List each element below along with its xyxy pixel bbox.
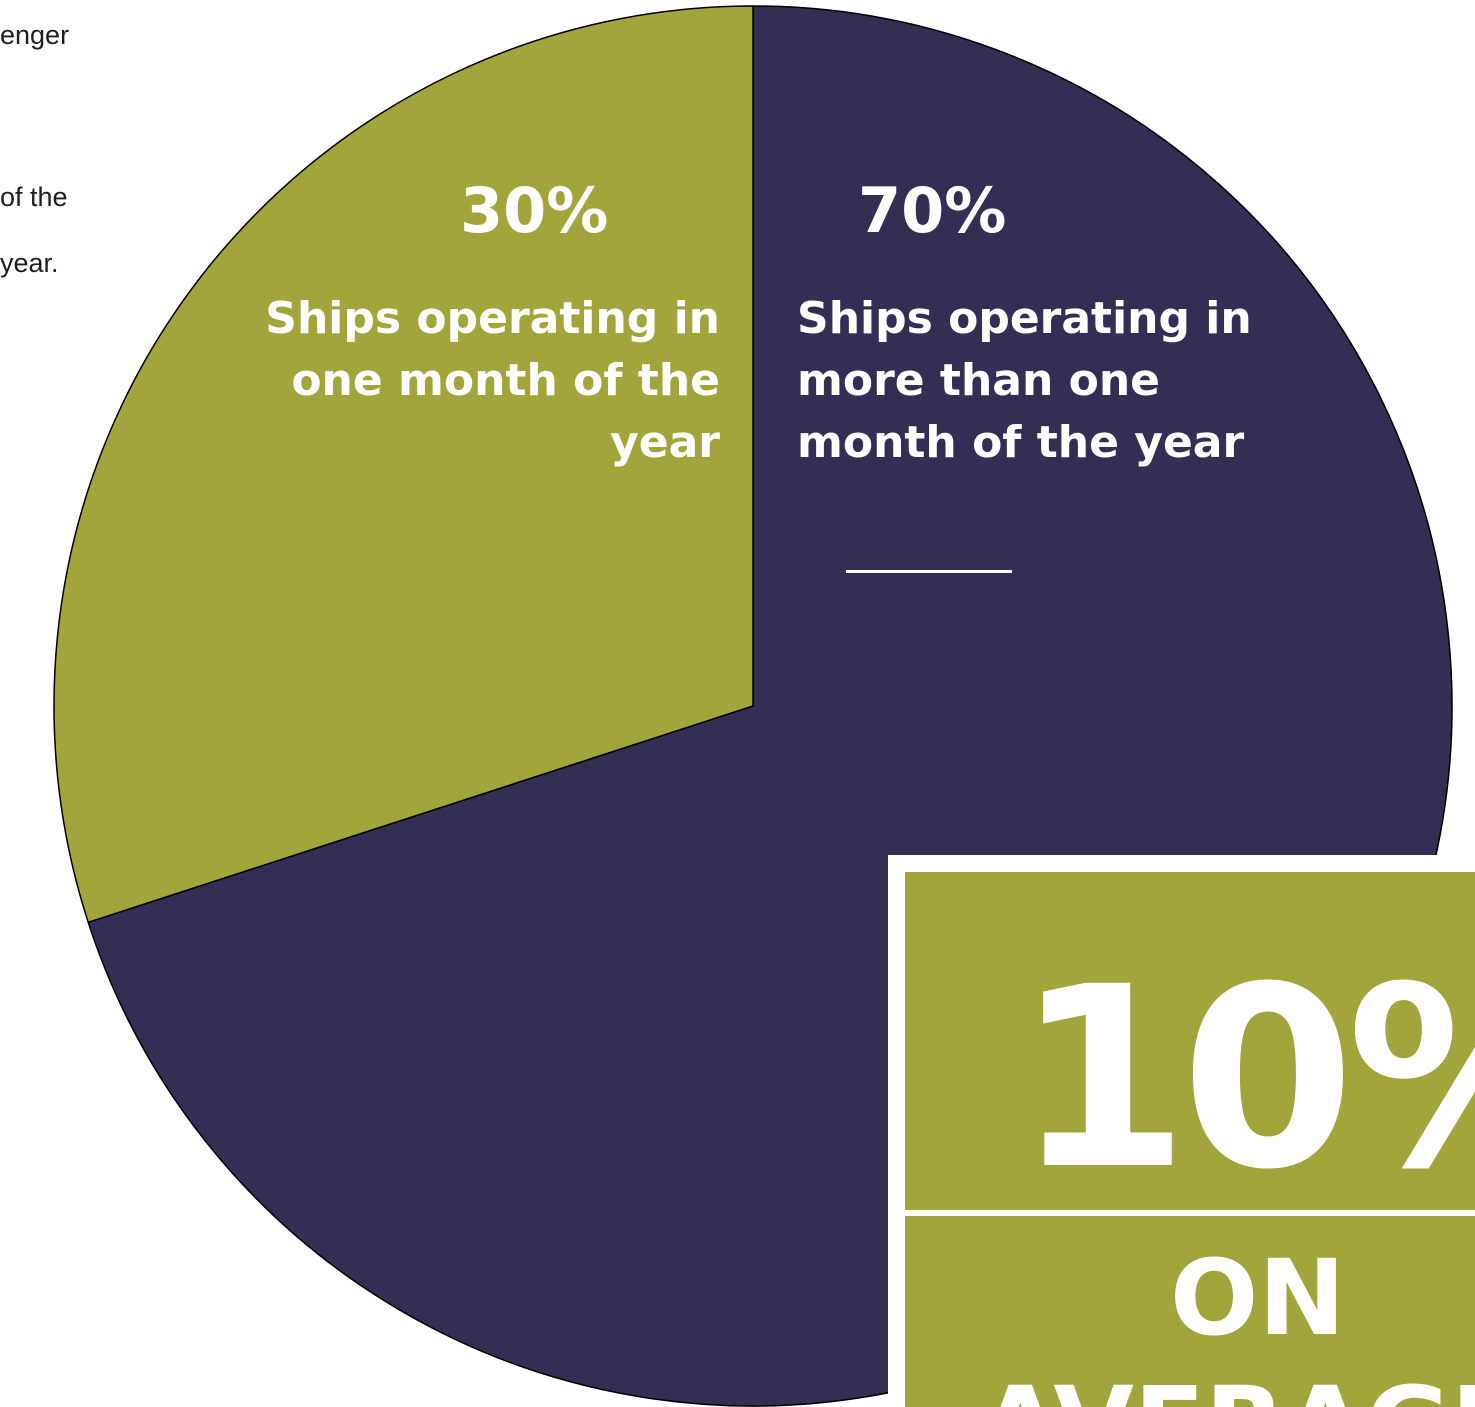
slice-label-one-month: Ships operating in one month of the year bbox=[265, 293, 720, 468]
body-text-line-2: of the bbox=[0, 182, 68, 212]
body-text-line-1: enger bbox=[0, 20, 70, 50]
slice-value-label-multi-month: 70% bbox=[858, 174, 1007, 247]
pie-slice-one-month bbox=[53, 5, 754, 924]
slice-label-multi-month: Ships operating in more than one month o… bbox=[797, 293, 1252, 468]
stat-callout-caption-line-2: AVERAGE bbox=[980, 1373, 1475, 1407]
stat-callout-caption-panel: ON AVERAGE bbox=[905, 1216, 1475, 1407]
slice-value-label-one-month: 30% bbox=[460, 174, 609, 247]
divider-line bbox=[846, 570, 1012, 573]
stat-callout-value-panel: 10% bbox=[905, 872, 1475, 1210]
body-text-line-3: year. bbox=[0, 248, 59, 278]
stat-callout-value: 10% bbox=[1015, 933, 1475, 1210]
stat-callout-caption-line-1: ON bbox=[1170, 1237, 1346, 1359]
